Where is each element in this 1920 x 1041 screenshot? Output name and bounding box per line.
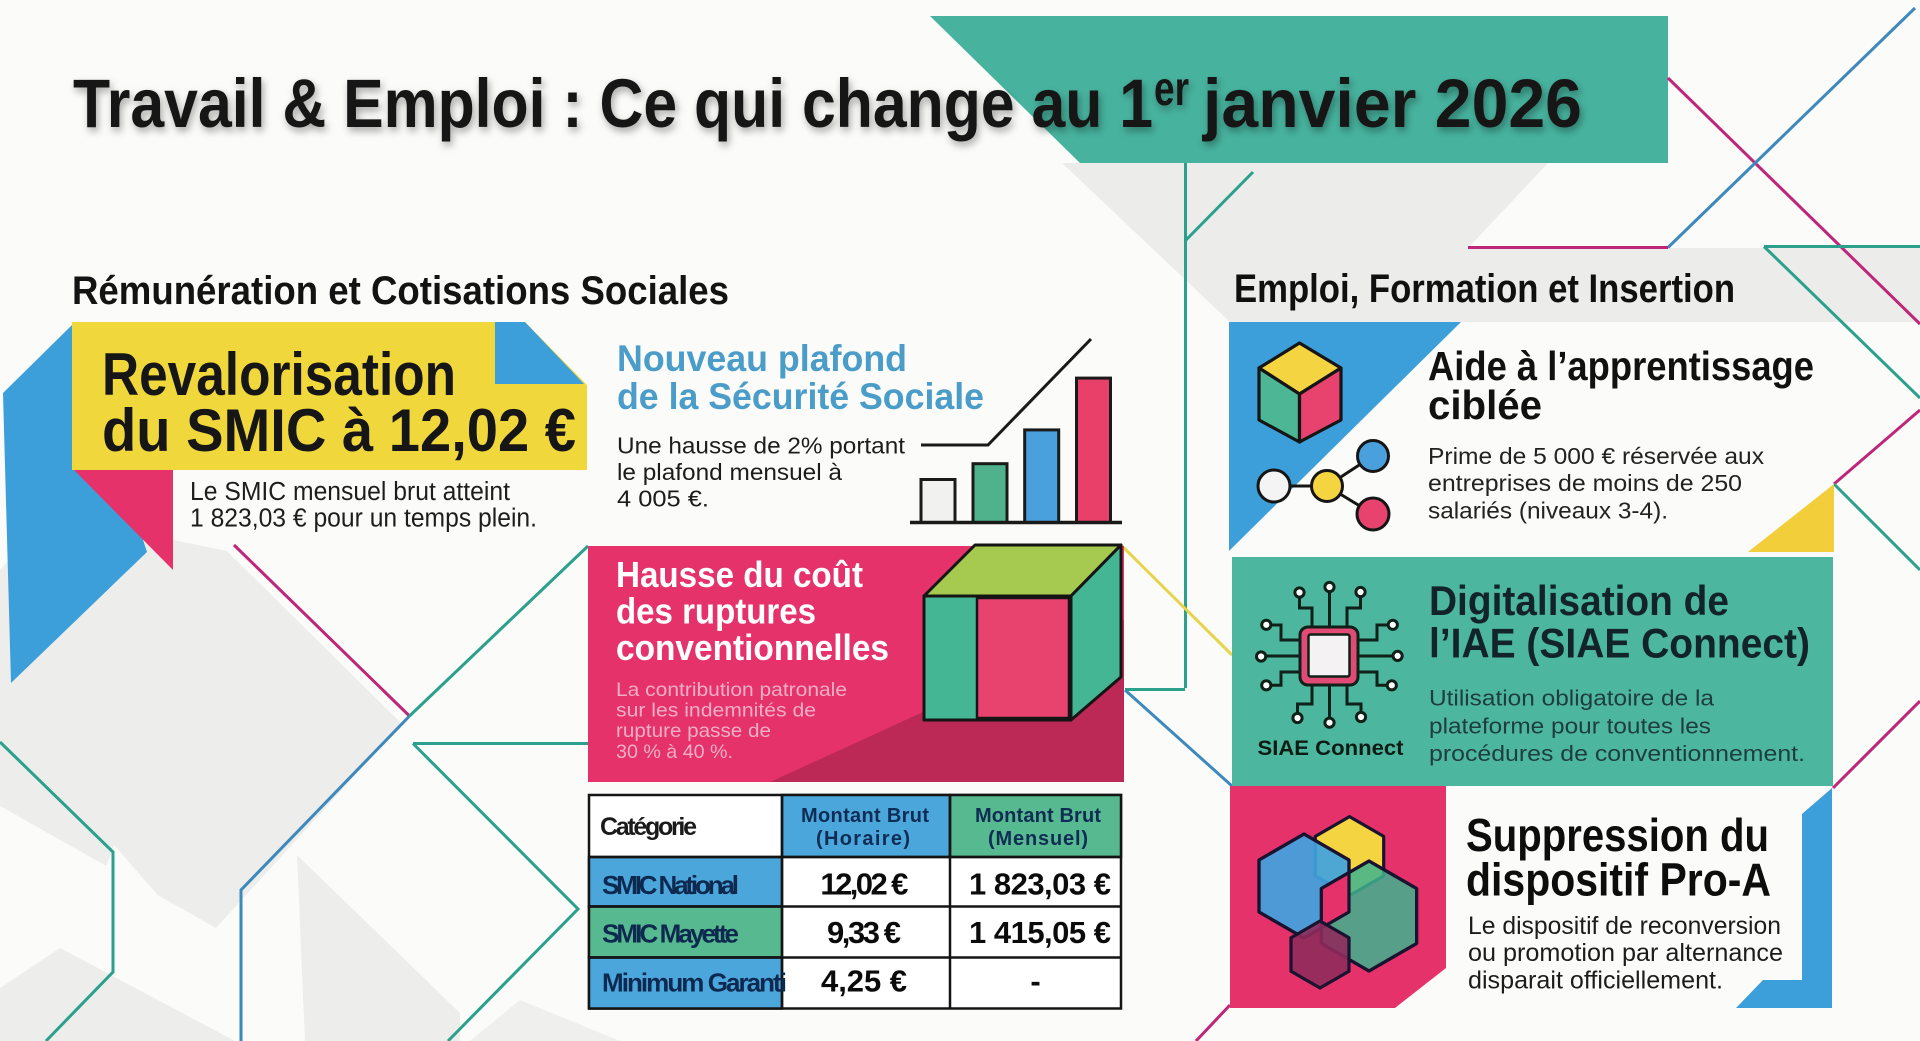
svg-text:1 823,03 € pour un temps plein: 1 823,03 € pour un temps plein. <box>190 505 537 533</box>
svg-text:janvier 2026: janvier 2026 <box>1201 65 1582 142</box>
svg-text:sur les indemnités de: sur les indemnités de <box>616 700 816 722</box>
svg-text:Travail & Emploi : Ce qui chan: Travail & Emploi : Ce qui change au 1 <box>73 65 1153 142</box>
svg-text:4 005 €.: 4 005 €. <box>617 486 709 512</box>
svg-text:Montant Brut: Montant Brut <box>975 805 1101 827</box>
svg-text:ou promotion par alternance: ou promotion par alternance <box>1468 939 1783 967</box>
svg-text:4,25 €: 4,25 € <box>821 964 907 999</box>
svg-text:La contribution patronale: La contribution patronale <box>616 679 847 701</box>
svg-text:Nouveau plafond: Nouveau plafond <box>617 338 907 379</box>
svg-text:30 % à 40 %.: 30 % à 40 %. <box>616 741 733 763</box>
svg-text:Emploi, Formation et Insertion: Emploi, Formation et Insertion <box>1234 267 1735 311</box>
svg-text:Catégorie: Catégorie <box>600 813 697 841</box>
svg-text:Hausse du coût: Hausse du coût <box>616 554 863 595</box>
svg-text:disparait officiellement.: disparait officiellement. <box>1468 967 1723 995</box>
svg-text:(Mensuel): (Mensuel) <box>988 828 1088 850</box>
svg-text:Le dispositif de reconversion: Le dispositif de reconversion <box>1468 912 1781 940</box>
svg-text:salariés (niveaux 3-4).: salariés (niveaux 3-4). <box>1428 498 1668 524</box>
svg-text:de la Sécurité Sociale: de la Sécurité Sociale <box>617 376 984 417</box>
svg-text:Montant Brut: Montant Brut <box>801 805 929 827</box>
svg-text:Digitalisation de: Digitalisation de <box>1429 577 1729 624</box>
svg-text:Prime de 5 000 € réservée aux: Prime de 5 000 € réservée aux <box>1428 443 1765 469</box>
svg-text:Une hausse de 2% portant: Une hausse de 2% portant <box>617 433 906 459</box>
svg-text:entreprises de moins de 250: entreprises de moins de 250 <box>1428 470 1742 496</box>
svg-text:1 415,05 €: 1 415,05 € <box>969 915 1111 950</box>
svg-text:Le SMIC mensuel brut atteint: Le SMIC mensuel brut atteint <box>190 478 510 506</box>
svg-text:(Horaire): (Horaire) <box>816 828 910 850</box>
svg-text:conventionnelles: conventionnelles <box>616 627 889 668</box>
svg-text:Suppression du: Suppression du <box>1466 809 1769 861</box>
svg-text:Minimum Garanti: Minimum Garanti <box>602 968 787 998</box>
svg-text:l’IAE (SIAE Connect): l’IAE (SIAE Connect) <box>1429 620 1810 667</box>
svg-text:du SMIC à 12,02 €: du SMIC à 12,02 € <box>102 397 576 464</box>
svg-text:procédures de conventionnement: procédures de conventionnement. <box>1429 741 1805 766</box>
svg-text:Rémunération et Cotisations So: Rémunération et Cotisations Sociales <box>72 269 729 313</box>
svg-text:plateforme pour toutes les: plateforme pour toutes les <box>1429 714 1711 739</box>
svg-text:SMIC National: SMIC National <box>602 870 739 900</box>
svg-text:12,02 €: 12,02 € <box>820 867 908 902</box>
svg-text:ciblée: ciblée <box>1428 382 1542 428</box>
svg-text:Utilisation obligatoire de la: Utilisation obligatoire de la <box>1429 686 1715 711</box>
svg-text:1 823,03 €: 1 823,03 € <box>969 867 1111 902</box>
svg-text:dispositif Pro-A: dispositif Pro-A <box>1466 854 1771 906</box>
svg-text:-: - <box>1030 964 1040 999</box>
svg-text:SMIC Mayette: SMIC Mayette <box>602 919 739 949</box>
svg-text:SIAE Connect: SIAE Connect <box>1258 737 1404 760</box>
svg-text:le plafond mensuel à: le plafond mensuel à <box>617 459 842 485</box>
svg-text:9,33 €: 9,33 € <box>827 915 901 950</box>
svg-text:Revalorisation: Revalorisation <box>102 341 456 408</box>
svg-text:rupture passe de: rupture passe de <box>616 720 771 742</box>
svg-text:des ruptures: des ruptures <box>616 591 816 632</box>
svg-text:Aide à l’apprentissage: Aide à l’apprentissage <box>1428 343 1814 389</box>
svg-text:er: er <box>1154 63 1189 116</box>
